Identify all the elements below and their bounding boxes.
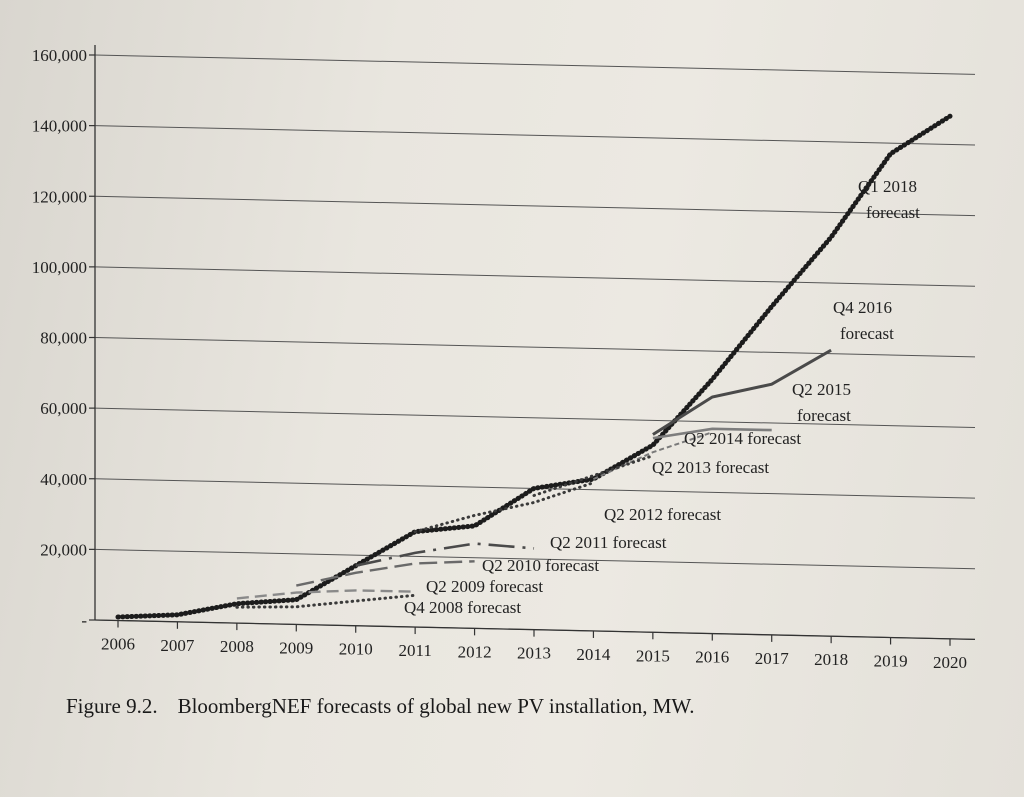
series-label: Q1 2018	[858, 177, 917, 196]
series-line-q1-2018-forecast	[115, 113, 953, 620]
x-tick-label: 2013	[517, 644, 551, 663]
y-tick-label: 160,000	[32, 46, 87, 65]
axes: 160,000 140,000 120,000 100,000 80,000 60,000…	[32, 45, 976, 672]
x-tick-label: 2008	[220, 637, 254, 656]
series-label: forecast	[797, 406, 851, 425]
series-label: Q4 2008 forecast	[404, 598, 521, 617]
series-label: Q2 2010 forecast	[482, 556, 599, 575]
series-lines	[115, 113, 953, 620]
series-line-q2-2012-forecast	[413, 481, 595, 534]
x-tick-label: 2020	[933, 653, 967, 672]
x-axis-line	[94, 619, 976, 641]
x-tick-label: 2012	[458, 642, 492, 661]
gridline	[94, 195, 976, 217]
series-label: Q2 2009 forecast	[426, 577, 543, 596]
series-label: forecast	[866, 203, 920, 222]
series-line-q4-2008-forecast	[235, 593, 417, 609]
series-line-q2-2014-forecast	[592, 431, 713, 481]
y-tick-label: 100,000	[32, 258, 87, 277]
series-line-q4-2016-forecast	[652, 348, 832, 436]
y-tick-label: 40,000	[40, 470, 87, 489]
y-tick-label: 20,000	[40, 540, 87, 559]
gridline	[94, 54, 976, 75]
x-tick-label: 2014	[576, 645, 611, 664]
caption-number: Figure 9.2.	[66, 694, 158, 718]
x-tick-label: 2016	[695, 648, 729, 667]
gridline	[94, 548, 976, 570]
x-tick-label: 2017	[755, 649, 790, 668]
gridline	[94, 407, 976, 428]
x-tick-label: 2011	[398, 641, 431, 660]
gridline	[94, 337, 976, 358]
series-line-q2-2015-forecast	[652, 427, 772, 440]
figure-caption: Figure 9.2. BloombergNEF forecasts of glo…	[66, 694, 695, 719]
x-tick-label: 2015	[636, 646, 670, 665]
series-labels: Q1 2018 forecast Q4 2016 forecast Q2 2015 for…	[404, 177, 920, 617]
y-tick-label: -	[81, 611, 87, 630]
series-label: forecast	[840, 324, 894, 343]
x-tick-label: 2018	[814, 650, 848, 669]
series-label: Q2 2013 forecast	[652, 458, 769, 477]
series-label: Q2 2014 forecast	[684, 429, 801, 448]
series-label: Q2 2012 forecast	[604, 505, 721, 524]
x-tick-label: 2007	[160, 636, 195, 655]
y-tick-label: 140,000	[32, 117, 87, 136]
series-line-q2-2010-forecast	[296, 560, 475, 587]
grid-lines	[94, 54, 976, 640]
series-line-q2-2013-forecast	[532, 454, 655, 497]
series-label: Q2 2011 forecast	[550, 533, 667, 552]
series-line-q2-2009-forecast	[236, 589, 416, 600]
y-tick-label: 80,000	[40, 329, 87, 348]
gridline	[94, 125, 976, 146]
gridline	[94, 266, 976, 287]
x-tick-label: 2019	[874, 652, 908, 671]
y-tick-label: 120,000	[32, 187, 87, 206]
y-tick-label: 60,000	[40, 399, 87, 418]
series-line-q2-2011-forecast	[355, 542, 535, 567]
pv-forecast-chart: 160,000 140,000 120,000 100,000 80,000 60,000…	[32, 45, 976, 672]
series-label: Q2 2015	[792, 380, 851, 399]
caption-text: BloombergNEF forecasts of global new PV …	[177, 694, 695, 718]
series-label: Q4 2016	[833, 298, 892, 317]
x-tick-label: 2009	[279, 638, 313, 657]
x-tick-label: 2010	[339, 640, 373, 659]
x-tick-label: 2006	[101, 635, 135, 654]
